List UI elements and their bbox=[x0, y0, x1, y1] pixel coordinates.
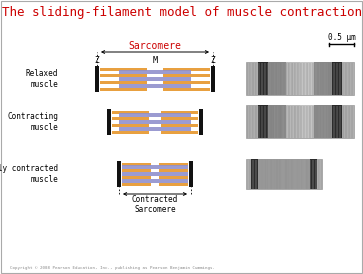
Bar bbox=[163, 67, 210, 70]
Bar bbox=[119, 127, 191, 131]
Text: Copyright © 2008 Pearson Education, Inc., publishing as Pearson Benjamin Cumming: Copyright © 2008 Pearson Education, Inc.… bbox=[10, 266, 215, 270]
Bar bbox=[161, 117, 198, 120]
Bar bbox=[163, 74, 210, 77]
Bar bbox=[268, 62, 300, 95]
Bar bbox=[332, 105, 342, 138]
Bar bbox=[100, 81, 147, 84]
Bar bbox=[159, 182, 188, 185]
Bar bbox=[119, 77, 191, 81]
Bar bbox=[100, 87, 147, 90]
Bar bbox=[107, 109, 111, 135]
Bar bbox=[199, 109, 203, 135]
Bar bbox=[100, 74, 147, 77]
Bar bbox=[251, 159, 258, 189]
Text: M: M bbox=[152, 56, 158, 65]
Text: 0.5 μm: 0.5 μm bbox=[328, 33, 355, 42]
Bar bbox=[258, 159, 310, 189]
Text: The sliding-filament model of muscle contraction: The sliding-filament model of muscle con… bbox=[2, 6, 362, 19]
Bar bbox=[119, 120, 191, 124]
Bar bbox=[161, 130, 198, 133]
Bar bbox=[122, 169, 151, 172]
Bar bbox=[112, 110, 149, 113]
Bar bbox=[112, 124, 149, 127]
Bar bbox=[211, 66, 215, 92]
Bar bbox=[258, 105, 268, 138]
Bar bbox=[119, 84, 191, 88]
Bar bbox=[159, 176, 188, 179]
Bar bbox=[314, 62, 332, 95]
Text: Z: Z bbox=[95, 56, 99, 65]
Bar bbox=[122, 165, 188, 169]
Bar bbox=[163, 81, 210, 84]
Bar bbox=[258, 62, 268, 95]
Bar bbox=[286, 105, 314, 138]
Bar bbox=[310, 159, 317, 189]
Text: Contracted
Sarcomere: Contracted Sarcomere bbox=[132, 195, 178, 214]
Bar bbox=[268, 105, 300, 138]
Text: Z: Z bbox=[211, 56, 215, 65]
Bar bbox=[159, 169, 188, 172]
Bar bbox=[122, 182, 151, 185]
Bar bbox=[117, 161, 121, 187]
Bar bbox=[122, 176, 151, 179]
Bar bbox=[246, 62, 354, 95]
Bar bbox=[122, 179, 188, 183]
Bar bbox=[314, 105, 332, 138]
Text: Relaxed
muscle: Relaxed muscle bbox=[26, 69, 58, 89]
Bar bbox=[119, 113, 191, 117]
Bar bbox=[163, 87, 210, 90]
Text: Sarcomere: Sarcomere bbox=[129, 41, 182, 51]
Bar bbox=[112, 130, 149, 133]
Bar bbox=[122, 172, 188, 176]
Bar bbox=[189, 161, 193, 187]
Bar bbox=[332, 62, 342, 95]
Bar bbox=[95, 66, 99, 92]
Text: Fully contracted
muscle: Fully contracted muscle bbox=[0, 164, 58, 184]
Bar bbox=[100, 67, 147, 70]
Bar bbox=[159, 162, 188, 165]
Bar bbox=[246, 105, 354, 138]
Bar bbox=[119, 70, 191, 74]
Bar bbox=[112, 117, 149, 120]
Bar bbox=[246, 159, 322, 189]
Bar bbox=[122, 162, 151, 165]
Bar bbox=[161, 124, 198, 127]
Bar bbox=[286, 62, 314, 95]
Text: Contracting
muscle: Contracting muscle bbox=[7, 112, 58, 132]
Bar bbox=[161, 110, 198, 113]
